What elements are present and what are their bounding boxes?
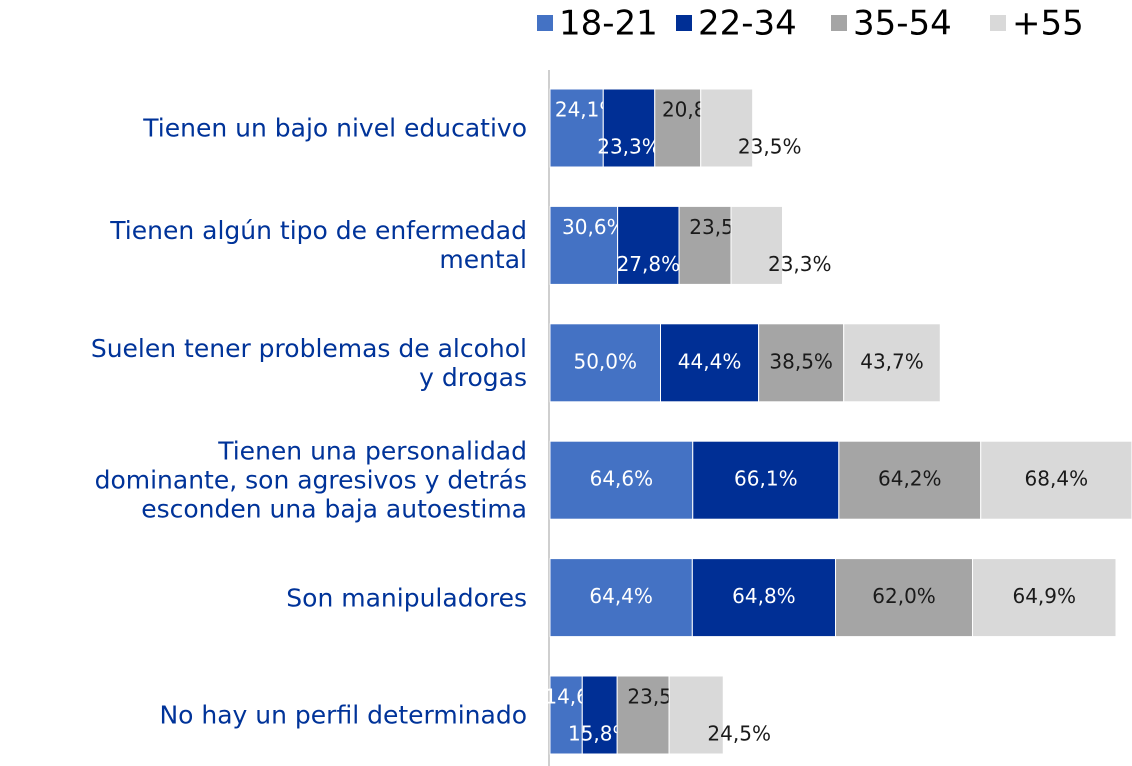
legend-swatch <box>990 15 1006 31</box>
bar-segment <box>581 675 618 755</box>
category-label: Tienen una personalidad dominante, son a… <box>94 436 527 524</box>
data-label: 43,7% <box>860 349 924 373</box>
legend-swatch <box>831 15 847 31</box>
data-label: 23,3% <box>768 252 832 276</box>
bar-segment <box>838 440 982 520</box>
data-label: 64,6% <box>590 467 654 491</box>
legend-label: 22-34 <box>698 4 797 44</box>
data-label: 38,5% <box>769 349 833 373</box>
bar-segment <box>843 323 941 403</box>
legend-swatch <box>537 15 553 31</box>
bar-segment <box>700 88 754 168</box>
category-label: No hay un perfil determinado <box>159 700 527 730</box>
data-label: 66,1% <box>734 467 798 491</box>
legend-label: 35-54 <box>853 4 952 44</box>
bar-segment <box>730 205 783 285</box>
bar-segment <box>549 558 693 638</box>
legend-swatch <box>676 15 692 31</box>
data-label: 27,8% <box>617 252 681 276</box>
data-label: 44,4% <box>678 349 742 373</box>
data-label: 64,2% <box>878 467 942 491</box>
legend-label: +55 <box>1012 4 1084 44</box>
data-label: 24,5% <box>707 722 771 746</box>
bar-segment <box>549 205 619 285</box>
data-label: 62,0% <box>872 584 936 608</box>
category-label: Suelen tener problemas de alcohol y drog… <box>90 333 527 392</box>
bar-segment <box>835 558 974 638</box>
legend-label: 18-21 <box>559 4 658 44</box>
data-label: 64,9% <box>1012 584 1076 608</box>
category-label: Son manipuladores <box>286 583 527 613</box>
data-label: 64,8% <box>732 584 796 608</box>
bar-segment <box>668 675 724 755</box>
bar-segment <box>549 323 661 403</box>
data-label: 50,0% <box>573 349 637 373</box>
bar-segment <box>758 323 845 403</box>
data-label: 68,4% <box>1025 467 1089 491</box>
bar-segment <box>549 675 583 755</box>
bar-segment <box>980 440 1132 520</box>
data-label: 23,5% <box>738 135 802 159</box>
bar-segment <box>616 675 670 755</box>
bar-segment <box>660 323 760 403</box>
data-label: 64,4% <box>589 584 653 608</box>
bar-segment <box>678 205 732 285</box>
data-label: 30,6% <box>562 215 626 239</box>
bar-segment <box>617 205 680 285</box>
data-label: 23,3% <box>597 135 661 159</box>
bar-segment <box>549 440 694 520</box>
category-label: Tienen algún tipo de enfermedad mental <box>110 216 527 275</box>
bar-segment <box>692 440 840 520</box>
bar-segment <box>972 558 1117 638</box>
category-label: Tienen un bajo nivel educativo <box>143 113 527 143</box>
